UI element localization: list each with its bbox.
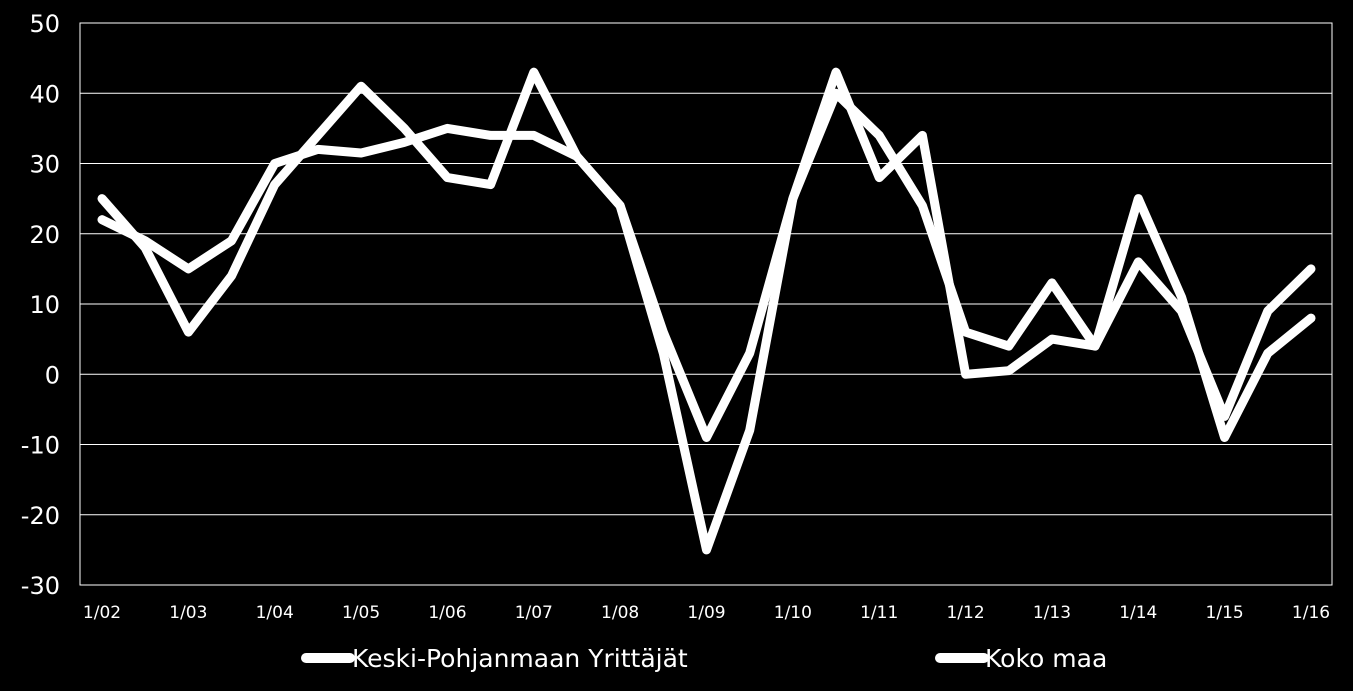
x-tick-label: 1/14: [1119, 603, 1157, 623]
x-tick-label: 1/08: [601, 603, 639, 623]
gridlines: [79, 22, 1333, 586]
x-tick-label: 1/10: [774, 603, 812, 623]
series-lines: [97, 67, 1316, 555]
x-tick-label: 1/06: [428, 603, 466, 623]
x-tick-label: 1/05: [342, 603, 380, 623]
x-tick-label: 1/04: [256, 603, 294, 623]
y-tick-label: -10: [21, 432, 60, 460]
legend-label-koko-maa: Koko maa: [985, 644, 1107, 673]
x-tick-label: 1/11: [860, 603, 898, 623]
x-tick-label: 1/07: [515, 603, 553, 623]
y-tick-label: 20: [29, 221, 60, 249]
series-line-koko-maa: [97, 88, 1316, 442]
y-tick-label: 10: [29, 291, 60, 319]
y-tick-label: 40: [29, 80, 60, 108]
y-axis-ticks: -30 -20 -10 0 10 20 30 40 50: [21, 10, 60, 600]
y-tick-label: 50: [29, 10, 60, 38]
x-tick-label: 1/02: [83, 603, 121, 623]
x-axis-ticks: 1/02 1/03 1/04 1/05 1/06 1/07 1/08 1/09 1/10 1/11…: [83, 603, 1330, 623]
legend-label-keski-pohjanmaa: Keski-Pohjanmaan Yrittäjät: [352, 644, 688, 673]
x-tick-label: 1/09: [687, 603, 725, 623]
y-tick-label: -30: [21, 572, 60, 600]
x-tick-label: 1/13: [1033, 603, 1071, 623]
y-tick-label: 30: [29, 151, 60, 179]
x-tick-label: 1/15: [1206, 603, 1244, 623]
x-tick-label: 1/03: [169, 603, 207, 623]
plot-frame: [79, 22, 1333, 586]
y-tick-label: -20: [21, 502, 60, 530]
x-tick-label: 1/16: [1292, 603, 1330, 623]
y-tick-label: 0: [45, 361, 60, 389]
x-tick-label: 1/12: [946, 603, 984, 623]
series-line-keski-pohjanmaa: [97, 67, 1316, 555]
legend: Keski-Pohjanmaan Yrittäjät Koko maa: [301, 644, 1107, 673]
